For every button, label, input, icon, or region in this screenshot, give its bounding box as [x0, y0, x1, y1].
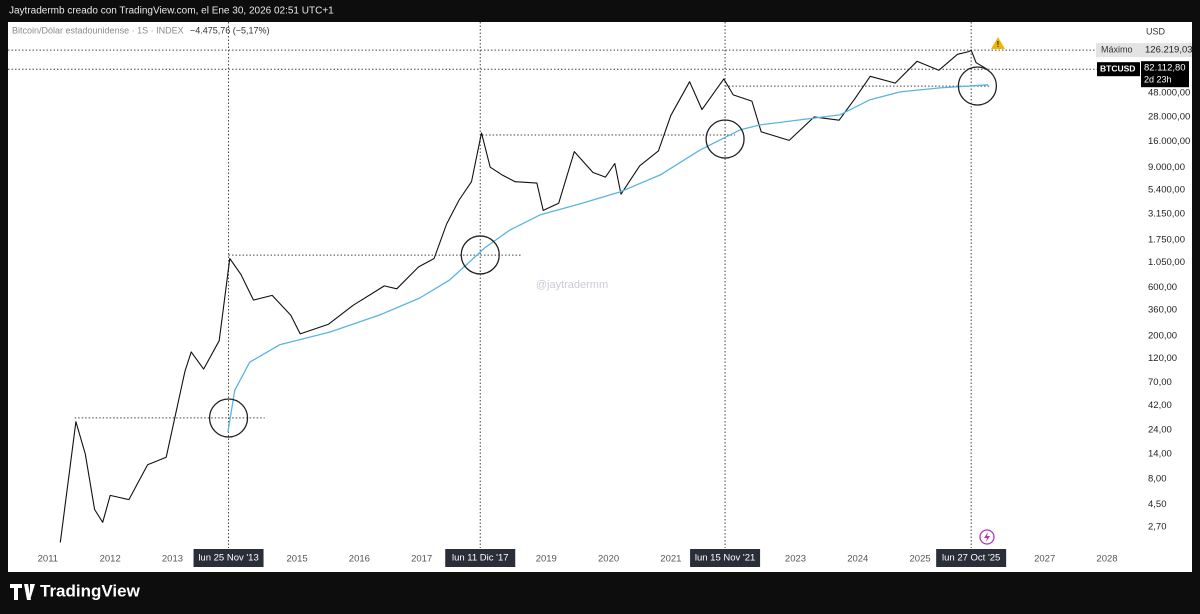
x-tick-label: 2024	[847, 554, 868, 565]
countdown: 2d 23h	[1144, 75, 1172, 85]
y-tick-label: 14,00	[1148, 448, 1172, 459]
lightning-circle	[979, 529, 995, 545]
lightning-icon[interactable]	[979, 529, 995, 545]
y-tick-label: 70,00	[1148, 377, 1172, 388]
x-tick-label: 2025	[910, 554, 931, 565]
symbol-box	[1097, 62, 1140, 77]
x-tick-label: 2013	[162, 554, 183, 565]
y-tick-label: 360,00	[1148, 304, 1177, 315]
footer-logo[interactable]: TradingView	[10, 581, 141, 600]
warning-icon: !	[991, 37, 1005, 49]
warning-mark: !	[997, 40, 1000, 49]
y-tick-label: 1.050,00	[1148, 257, 1185, 268]
y-tick-label: 5.400,00	[1148, 184, 1185, 195]
last-price-box	[1141, 61, 1189, 88]
price-line	[59, 49, 988, 543]
date-marker-label: lun 11 Dic '17	[452, 553, 509, 564]
y-tick-label: 4,50	[1148, 499, 1167, 510]
highlight-circle	[957, 66, 998, 106]
max-name-box	[1096, 43, 1141, 58]
symbol-name: BTCUSD	[1100, 63, 1135, 73]
date-marker-box	[193, 549, 264, 567]
highlight-circle	[460, 235, 500, 275]
x-tick-label: 2017	[411, 554, 432, 565]
y-tick-label: 600,00	[1148, 282, 1177, 293]
moving-average-line	[227, 84, 989, 433]
x-tick-label: 2016	[349, 554, 370, 565]
date-marker-label: lun 15 Nov '21	[695, 553, 755, 564]
date-marker-label: lun 25 Nov '13	[198, 553, 258, 564]
x-tick-label: 2019	[536, 554, 557, 565]
y-tick-label: 2,70	[1148, 521, 1167, 532]
y-tick-label: 3.150,00	[1148, 208, 1185, 219]
warning-triangle	[991, 37, 1005, 49]
y-tick-label: 200,00	[1148, 331, 1177, 342]
plot-background	[8, 22, 1192, 572]
date-marker-label: lun 27 Oct '25	[942, 553, 1000, 564]
x-tick-label: 2023	[785, 554, 806, 565]
highlight-circle	[705, 119, 745, 159]
watermark: @jaytradermm	[536, 279, 608, 291]
brand: TradingView	[40, 581, 141, 600]
y-tick-label: 120,00	[1148, 353, 1177, 364]
date-marker-box	[936, 549, 1007, 567]
x-tick-label: 2020	[598, 554, 619, 565]
y-tick-label: 28.000,00	[1148, 111, 1190, 122]
y-tick-label: 42,00	[1148, 400, 1172, 411]
y-tick-label: 9.000,00	[1148, 162, 1185, 173]
date-marker-box	[445, 549, 516, 567]
max-value: 126.219,03	[1145, 45, 1193, 56]
lightning-bolt	[984, 532, 990, 542]
x-tick-label: 2012	[100, 554, 121, 565]
y-tick-label: 16.000,00	[1148, 136, 1190, 147]
x-tick-label: 2011	[38, 554, 58, 565]
highlight-circle	[208, 398, 249, 438]
x-tick-label: 2027	[1034, 554, 1055, 565]
header: Jaytradermb creado con TradingView.com, …	[9, 6, 334, 17]
legend-symbol: Bitcoin/Dólar estadounidense · 1S · INDE…	[12, 25, 184, 35]
max-name: Máximo	[1101, 45, 1133, 55]
x-tick-label: 2021	[660, 554, 681, 565]
legend-change: −4.475,76 (−5,17%)	[190, 25, 270, 35]
logo-mark	[10, 584, 35, 600]
y-tick-label: 1.750,00	[1148, 234, 1185, 245]
date-marker-box	[690, 549, 761, 567]
y-tick-label: 48.000,00	[1148, 88, 1190, 99]
y-tick-label: 8,00	[1148, 473, 1167, 484]
y-tick-label: 24,00	[1148, 425, 1172, 436]
last-price: 82.112,80	[1144, 63, 1186, 74]
currency: USD	[1146, 26, 1166, 36]
max-value-box	[1141, 43, 1192, 58]
footer-bar	[0, 572, 1200, 614]
x-tick-label: 2028	[1096, 554, 1117, 565]
x-tick-label: 2015	[287, 554, 308, 565]
